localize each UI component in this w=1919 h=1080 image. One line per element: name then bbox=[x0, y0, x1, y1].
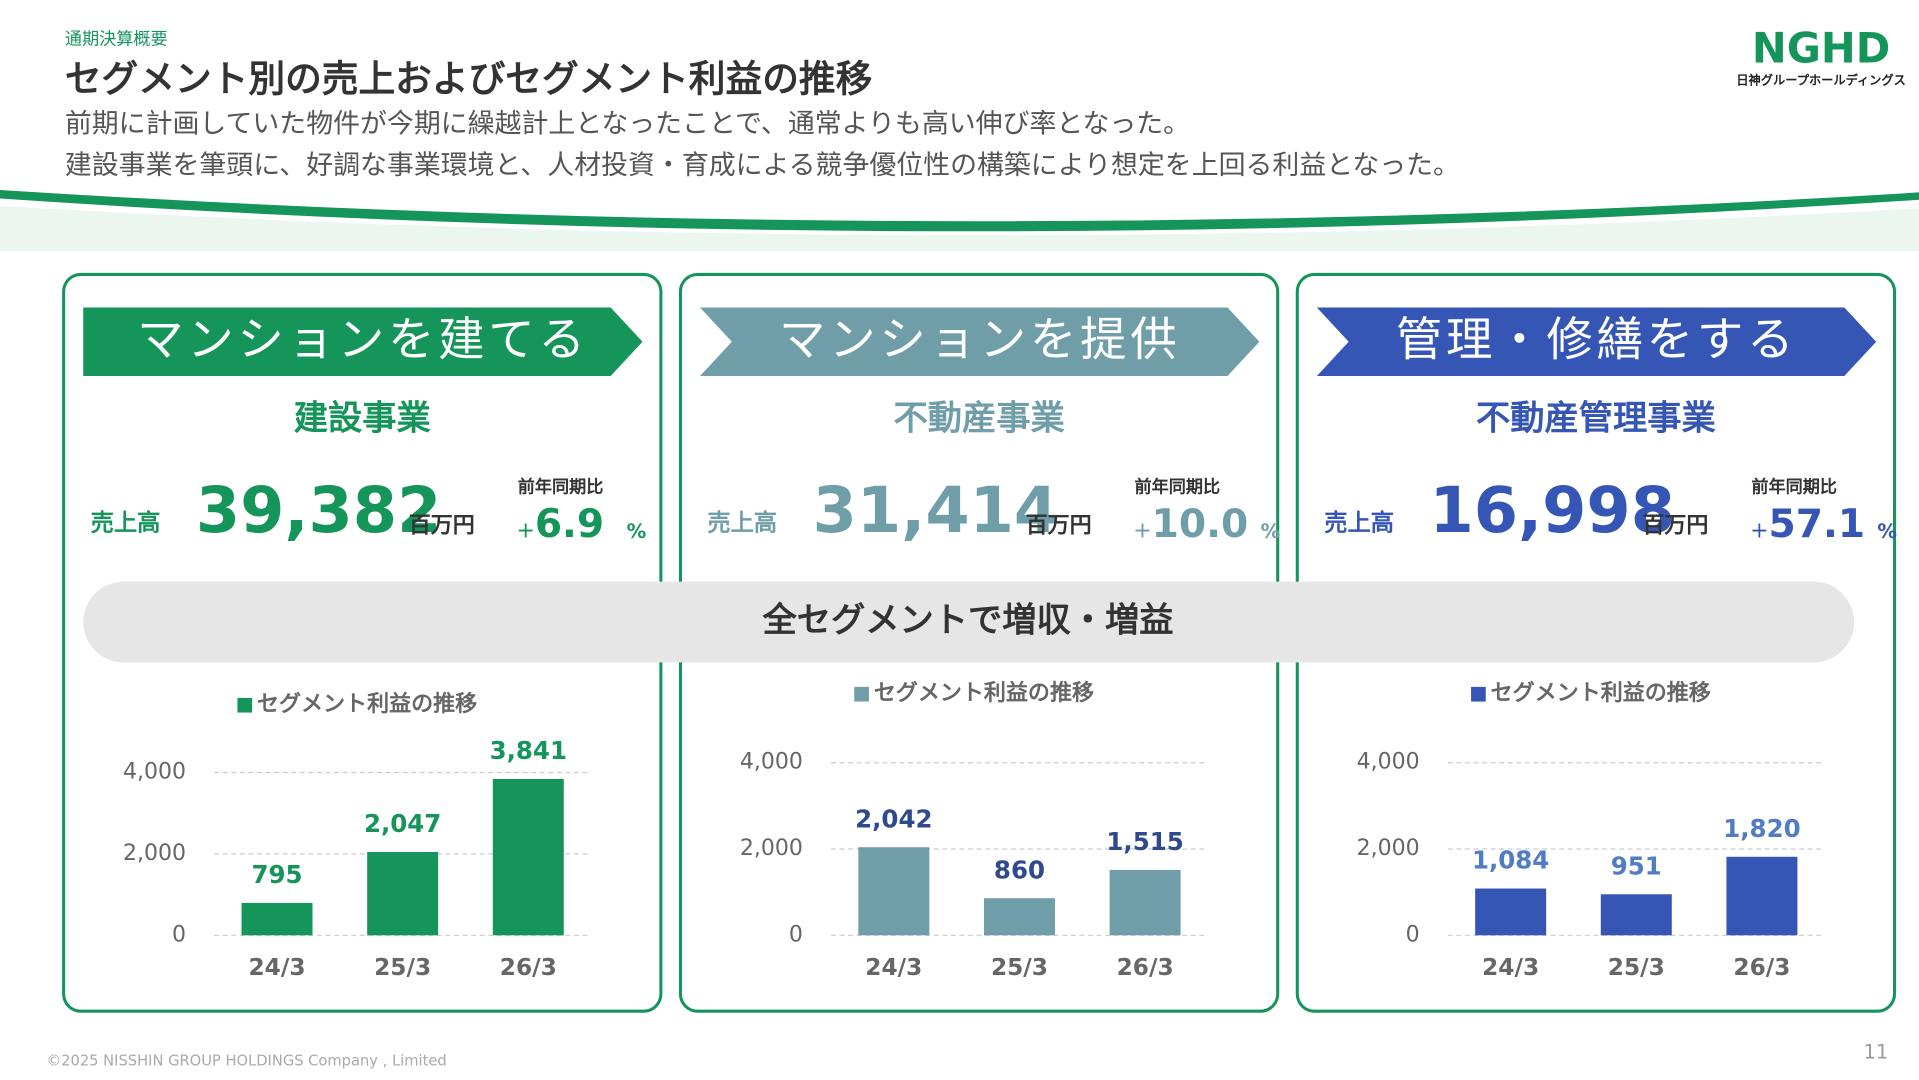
bar bbox=[1475, 888, 1547, 936]
data-label: 1,820 bbox=[1723, 814, 1800, 843]
sales-label: 売上高 bbox=[1324, 510, 1394, 537]
yoy-label: 前年同期比 bbox=[518, 476, 604, 497]
data-label: 951 bbox=[1611, 851, 1662, 880]
y-tick-label: 2,000 bbox=[1357, 836, 1420, 861]
bar bbox=[241, 902, 313, 936]
y-tick-label: 4,000 bbox=[1357, 750, 1420, 775]
banner bbox=[1316, 307, 1877, 377]
title: セグメント別の売上およびセグメント利益の推移 bbox=[65, 58, 872, 101]
yoy-value: 10.0 bbox=[1152, 502, 1249, 547]
sales-label: 売上高 bbox=[91, 510, 161, 537]
y-tick-label: 2,000 bbox=[740, 836, 803, 861]
subtitle-line: 前期に計画していた物件が今期に繰越計上となったことで、通常よりも高い伸び率となっ… bbox=[65, 109, 1190, 140]
data-label: 795 bbox=[251, 860, 302, 889]
yoy-label: 前年同期比 bbox=[1751, 476, 1837, 497]
sales-label: 売上高 bbox=[707, 510, 777, 537]
chart-title: セグメント利益の推移 bbox=[1491, 680, 1711, 706]
summary-bar bbox=[83, 581, 1855, 663]
x-tick-label: 26/3 bbox=[1733, 954, 1790, 981]
y-tick-label: 4,000 bbox=[123, 760, 186, 785]
data-label: 860 bbox=[994, 855, 1045, 884]
sales-value: 39,382 bbox=[196, 474, 442, 548]
yoy-unit: % bbox=[1877, 520, 1897, 543]
yoy-label: 前年同期比 bbox=[1135, 476, 1221, 497]
legend-swatch bbox=[237, 697, 253, 713]
chart-title: セグメント利益の推移 bbox=[874, 680, 1094, 706]
logo-name: 日神グループホールディングス bbox=[1736, 73, 1905, 88]
banner-text: マンションを提供 bbox=[779, 312, 1180, 366]
segment-name: 建設事業 bbox=[294, 399, 432, 439]
yoy-unit: % bbox=[627, 520, 647, 543]
banner bbox=[83, 307, 643, 377]
x-tick-label: 25/3 bbox=[991, 954, 1048, 981]
x-tick-label: 24/3 bbox=[248, 954, 305, 981]
legend-swatch bbox=[1471, 686, 1486, 702]
bar bbox=[983, 898, 1055, 936]
yoy-value: 57.1 bbox=[1768, 502, 1865, 547]
swoosh bbox=[0, 189, 1919, 232]
chart-title: セグメント利益の推移 bbox=[257, 691, 477, 717]
subtitle-line: 建設事業を筆頭に、好調な事業環境と、人材投資・育成による競争優位性の構築により想… bbox=[65, 150, 1460, 181]
y-tick-label: 0 bbox=[172, 922, 186, 947]
sales-value: 31,414 bbox=[813, 474, 1059, 548]
data-label: 1,084 bbox=[1472, 846, 1549, 875]
section: 通期決算概要 bbox=[65, 29, 168, 49]
page-number: 11 bbox=[1863, 1040, 1888, 1063]
x-tick-label: 25/3 bbox=[1608, 954, 1665, 981]
y-tick-label: 0 bbox=[789, 922, 803, 947]
sales-unit: 百万円 bbox=[1026, 514, 1092, 539]
x-tick-label: 24/3 bbox=[1482, 954, 1539, 981]
bar bbox=[492, 779, 564, 936]
data-label: 3,841 bbox=[490, 736, 567, 765]
yoy-sign: + bbox=[516, 518, 534, 543]
segment-name: 不動産事業 bbox=[893, 399, 1065, 439]
data-label: 2,047 bbox=[364, 809, 441, 838]
summary-text: 全セグメントで増収・増益 bbox=[762, 600, 1174, 640]
banner bbox=[700, 307, 1260, 377]
bar bbox=[858, 847, 930, 936]
x-tick-label: 26/3 bbox=[1117, 954, 1174, 981]
segment-name: 不動産管理事業 bbox=[1476, 399, 1717, 439]
sales-value: 16,998 bbox=[1429, 474, 1675, 548]
y-tick-label: 4,000 bbox=[740, 750, 803, 775]
y-tick-label: 0 bbox=[1406, 922, 1420, 947]
data-label: 2,042 bbox=[855, 804, 932, 833]
yoy-sign: + bbox=[1750, 518, 1768, 543]
bar bbox=[367, 852, 439, 936]
banner-text: マンションを建てる bbox=[137, 312, 589, 366]
yoy-unit: % bbox=[1261, 520, 1281, 543]
data-label: 1,515 bbox=[1106, 827, 1183, 856]
x-tick-label: 24/3 bbox=[865, 954, 922, 981]
yoy-value: 6.9 bbox=[535, 502, 604, 547]
bar bbox=[1600, 894, 1672, 936]
band bbox=[0, 205, 1919, 252]
sales-unit: 百万円 bbox=[409, 514, 475, 539]
y-tick-label: 2,000 bbox=[123, 841, 186, 866]
banner-text: 管理・修繕をする bbox=[1396, 312, 1797, 366]
bar bbox=[1109, 869, 1181, 936]
bar bbox=[1726, 856, 1798, 936]
x-tick-label: 26/3 bbox=[500, 954, 557, 981]
x-tick-label: 25/3 bbox=[374, 954, 431, 981]
copyright: ©2025 NISSHIN GROUP HOLDINGS Company , L… bbox=[47, 1052, 447, 1069]
logo-mark: NGHD bbox=[1752, 24, 1890, 73]
yoy-sign: + bbox=[1133, 518, 1151, 543]
legend-swatch bbox=[854, 686, 869, 702]
sales-unit: 百万円 bbox=[1642, 514, 1708, 539]
